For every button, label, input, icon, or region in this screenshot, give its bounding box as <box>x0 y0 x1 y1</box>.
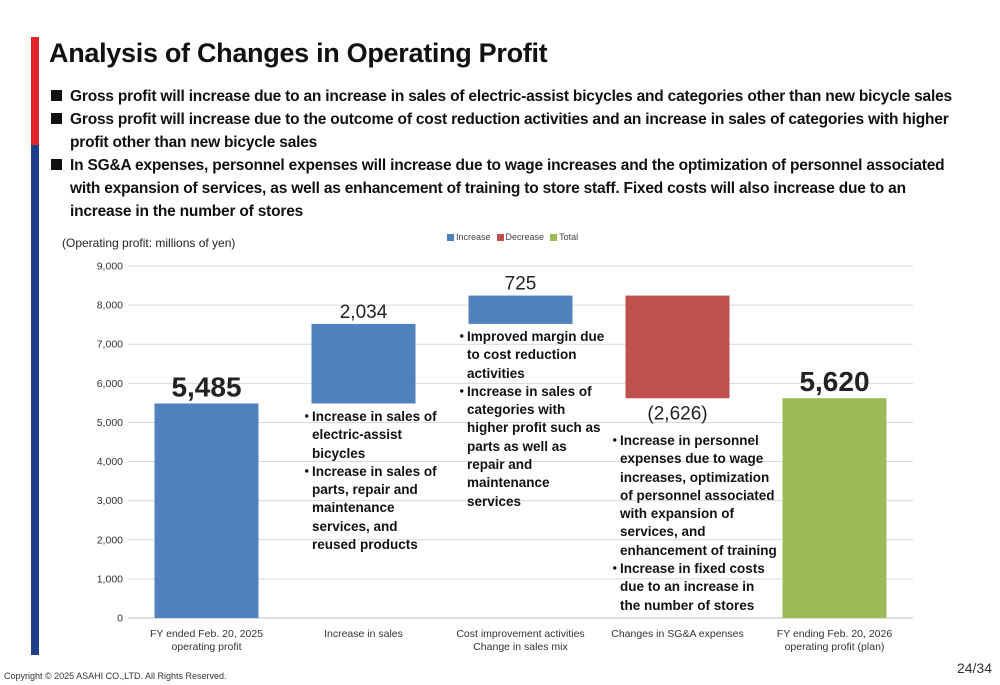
callout-increase-in-sales: ・ Increase in sales of electric-assist bi… <box>300 408 440 554</box>
dot-bullet-icon: ・ <box>608 433 622 448</box>
y-tick-label: 1,000 <box>97 573 123 585</box>
x-category-label: FY ended Feb. 20, 2025 <box>150 628 263 640</box>
bullet-text: Gross profit will increase due to an inc… <box>70 88 952 105</box>
legend-item-decrease: Decrease <box>496 232 545 242</box>
bar-increase <box>468 295 573 324</box>
data-label: (2,626) <box>647 403 707 424</box>
data-label: 725 <box>505 274 537 295</box>
callout-text: Improved margin due to cost reduction ac… <box>467 329 605 381</box>
data-label: 5,485 <box>171 371 241 402</box>
legend-swatch <box>447 233 454 241</box>
y-tick-label: 0 <box>117 613 123 625</box>
legend-swatch <box>550 233 558 241</box>
dot-bullet-icon: ・ <box>455 383 469 399</box>
square-bullet-icon <box>51 90 62 101</box>
x-category-label: Change in sales mix <box>473 641 568 653</box>
page-number: 24/34 <box>956 660 992 676</box>
legend-swatch <box>496 233 504 241</box>
unit-label: (Operating profit: millions of yen) <box>62 236 236 250</box>
legend-item-total: Total <box>550 232 578 242</box>
data-label: 2,034 <box>340 302 388 323</box>
callout-item: ・ Increase in sales of parts, repair and … <box>300 463 440 554</box>
callout-text: Increase in fixed costs due to an increa… <box>620 561 765 613</box>
page-title: Analysis of Changes in Operating Profit <box>49 38 548 68</box>
y-tick-label: 4,000 <box>97 456 123 468</box>
summary-bullets: Gross profit will increase due to an inc… <box>50 85 970 223</box>
x-category-label: FY ending Feb. 20, 2026 <box>777 628 893 640</box>
legend-label: Decrease <box>505 232 545 242</box>
callout-text: Increase in sales of parts, repair and m… <box>312 463 437 553</box>
callout-item: ・ Improved margin due to cost reduction a… <box>455 328 605 383</box>
legend-label: Increase <box>456 232 491 242</box>
y-tick-label: 8,000 <box>97 300 123 312</box>
x-category-label: operating profit <box>171 641 241 653</box>
bar-decrease <box>625 295 730 399</box>
y-tick-label: 2,000 <box>97 534 123 546</box>
dot-bullet-icon: ・ <box>300 463 314 479</box>
callout-item: ・ Increase in sales of electric-assist bi… <box>300 408 440 463</box>
bullet-text: Gross profit will increase due to the ou… <box>70 111 949 151</box>
y-tick-label: 3,000 <box>97 495 123 507</box>
legend-item-increase: Increase <box>447 232 491 242</box>
bar-total <box>154 403 259 618</box>
callout-sga-expenses: ・ Increase in personnel expenses due to w… <box>608 432 778 615</box>
callout-item: ・ Increase in personnel expenses due to w… <box>608 432 778 560</box>
x-category-label: Cost improvement activities <box>456 628 584 640</box>
x-category-label: Changes in SG&A expenses <box>611 628 744 640</box>
legend-label: Total <box>559 232 579 242</box>
accent-bar-blue <box>31 145 39 655</box>
callout-text: Increase in personnel expenses due to wa… <box>620 433 777 558</box>
chart-legend: Increase Decrease Total <box>447 232 578 242</box>
bullet-item: Gross profit will increase due to an inc… <box>50 85 970 108</box>
bullet-text: In SG&A expenses, personnel expenses wil… <box>70 157 945 220</box>
y-tick-label: 9,000 <box>97 261 123 273</box>
bullet-item: In SG&A expenses, personnel expenses wil… <box>50 154 970 223</box>
bullet-item: Gross profit will increase due to the ou… <box>50 108 970 154</box>
copyright-notice: Copyright © 2025 ASAHI CO.,LTD. All Righ… <box>4 671 227 681</box>
square-bullet-icon <box>51 113 62 124</box>
y-tick-label: 5,000 <box>97 417 123 429</box>
callout-item: ・ Increase in sales of categories with hi… <box>455 383 605 511</box>
callout-text: Increase in sales of categories with hig… <box>467 383 601 509</box>
callout-cost-improvement: ・ Improved margin due to cost reduction a… <box>455 328 605 511</box>
bar-increase <box>311 323 416 404</box>
x-category-label: Increase in sales <box>324 628 403 640</box>
dot-bullet-icon: ・ <box>608 561 622 577</box>
callout-text: Increase in sales of electric-assist bic… <box>312 409 437 461</box>
bar-total <box>782 398 887 618</box>
y-tick-label: 7,000 <box>97 339 123 351</box>
dot-bullet-icon: ・ <box>300 409 314 424</box>
accent-bar-red <box>31 37 39 145</box>
data-label: 5,620 <box>799 366 869 397</box>
y-tick-label: 6,000 <box>97 378 123 390</box>
dot-bullet-icon: ・ <box>455 329 469 344</box>
callout-item: ・ Increase in fixed costs due to an incre… <box>608 560 778 615</box>
x-category-label: operating profit (plan) <box>785 641 885 653</box>
square-bullet-icon <box>51 159 62 170</box>
